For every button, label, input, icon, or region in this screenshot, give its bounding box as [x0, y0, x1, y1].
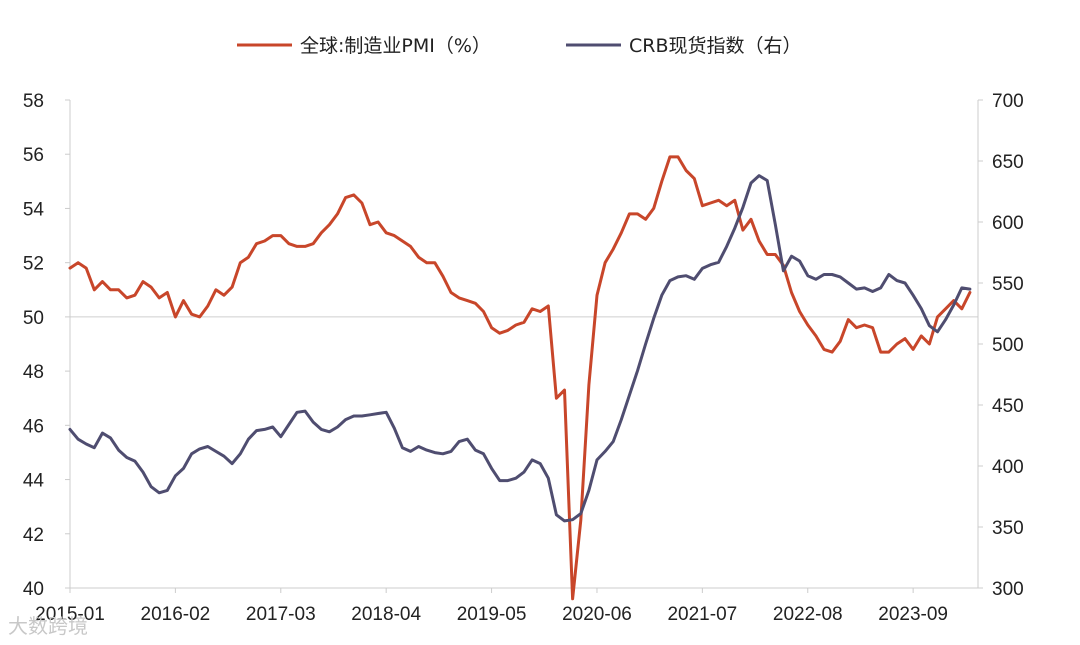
left-axis-tick-label: 46: [23, 416, 44, 437]
x-axis-tick-label: 2020-06: [562, 604, 632, 625]
right-axis-tick-label: 600: [992, 213, 1024, 234]
right-axis-tick-label: 550: [992, 274, 1024, 295]
right-axis-tick-label: 400: [992, 457, 1024, 478]
x-axis-tick-label: 2019-05: [457, 604, 527, 625]
left-axis-tick-label: 44: [23, 471, 45, 492]
legend-label-pmi: 全球:制造业PMI（%）: [300, 35, 491, 57]
legend-label-crb: CRB现货指数（右）: [629, 35, 802, 57]
left-axis-tick-label: 58: [23, 91, 44, 112]
left-axis-tick-label: 42: [23, 525, 44, 546]
series-line-pmi: [68, 155, 972, 601]
right-axis-tick-label: 350: [992, 518, 1024, 539]
right-axis-tick-label: 650: [992, 152, 1024, 173]
x-axis-tick-label: 2015-01: [35, 604, 105, 625]
left-axis-tick-label: 40: [23, 579, 44, 600]
left-axis-tick-label: 56: [23, 145, 44, 166]
axes-layer: [65, 99, 983, 593]
right-axis-tick-label: 700: [992, 91, 1024, 112]
tick-labels-layer: 40 42 44 46 48 50 52 54 56 58 300 350 400 450 500 550 60…: [23, 91, 1024, 625]
right-axis-tick-label: 450: [992, 396, 1024, 417]
x-axis-tick-label: 2023-09: [878, 604, 948, 625]
right-axis-tick-label: 300: [992, 579, 1024, 600]
series-line-crb: [68, 174, 972, 523]
left-axis-tick-label: 50: [23, 308, 44, 329]
series-layer: [68, 155, 972, 601]
left-axis-tick-label: 54: [23, 199, 45, 220]
legend: 全球:制造业PMI（%） CRB现货指数（右）: [237, 35, 802, 57]
x-axis-tick-label: 2022-08: [773, 604, 843, 625]
right-axis-tick-label: 500: [992, 335, 1024, 356]
x-axis-tick-label: 2017-03: [246, 604, 316, 625]
left-axis-tick-label: 48: [23, 362, 44, 383]
watermark-text: 大数跨境: [8, 614, 88, 638]
x-axis-tick-label: 2021-07: [667, 604, 737, 625]
x-axis-tick-label: 2016-02: [141, 604, 211, 625]
left-axis-tick-label: 52: [23, 254, 44, 275]
x-axis-tick-label: 2018-04: [351, 604, 421, 625]
